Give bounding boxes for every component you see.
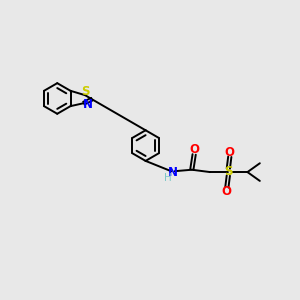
Text: N: N (168, 166, 178, 179)
Text: H: H (164, 173, 172, 183)
Text: S: S (224, 165, 232, 178)
Text: S: S (81, 85, 89, 98)
Text: O: O (189, 143, 199, 157)
Text: N: N (82, 98, 93, 111)
Text: O: O (225, 146, 235, 159)
Text: O: O (222, 185, 232, 198)
